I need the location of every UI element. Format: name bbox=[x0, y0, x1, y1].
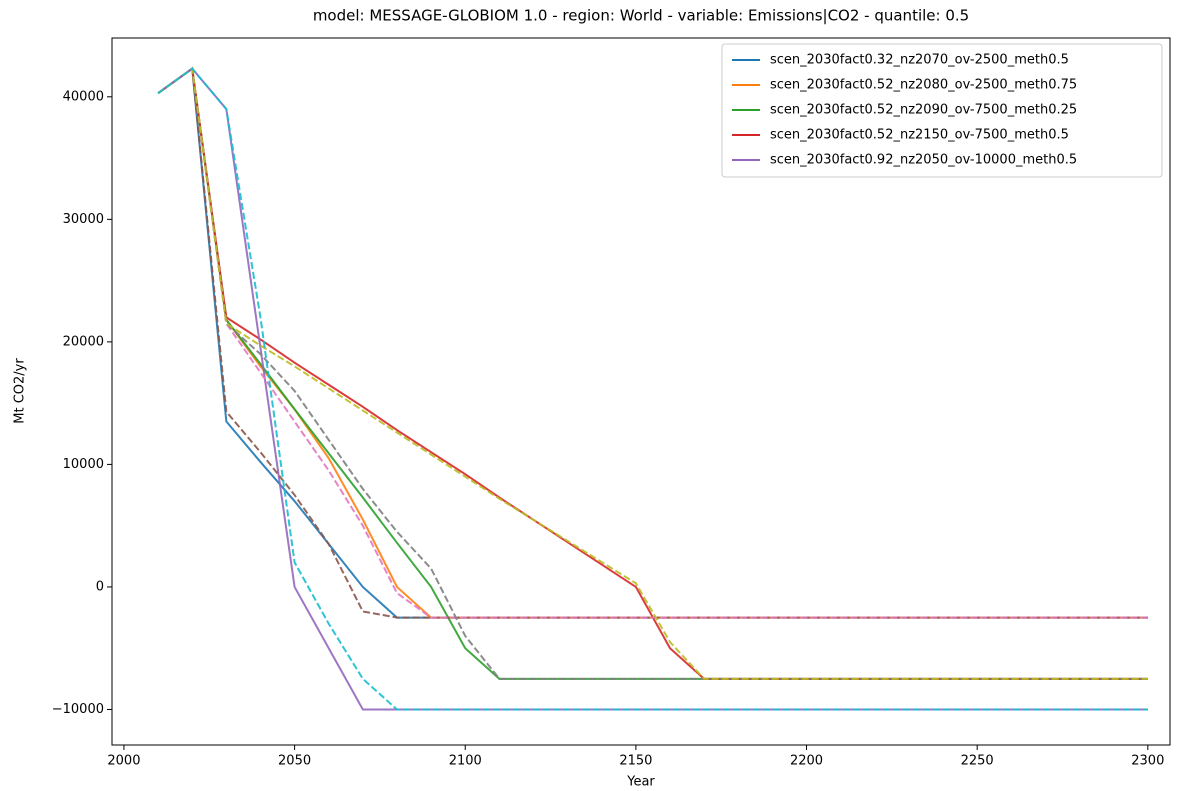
x-tick-label: 2100 bbox=[449, 754, 482, 769]
chart-title: model: MESSAGE-GLOBIOM 1.0 - region: Wor… bbox=[313, 7, 969, 25]
y-tick-label: 10000 bbox=[63, 457, 104, 472]
plot-frame bbox=[111, 37, 1171, 746]
x-tick-label: 2300 bbox=[1131, 754, 1164, 769]
legend-box bbox=[721, 43, 1163, 178]
x-tick-label: 2150 bbox=[619, 754, 652, 769]
legend-label: scen_2030fact0.52_nz2080_ov-2500_meth0.7… bbox=[770, 78, 1077, 93]
legend-label: scen_2030fact0.32_nz2070_ov-2500_meth0.5 bbox=[770, 53, 1069, 68]
line bbox=[157, 66, 1148, 619]
y-tick-label: 30000 bbox=[63, 212, 104, 227]
legend-label: scen_2030fact0.92_nz2050_ov-10000_meth0.… bbox=[770, 153, 1077, 168]
y-tick-label: −10000 bbox=[52, 702, 104, 717]
legend: scen_2030fact0.32_nz2070_ov-2500_meth0.5… bbox=[721, 43, 1163, 178]
line bbox=[157, 66, 1148, 680]
y-tick-label: 40000 bbox=[63, 89, 104, 104]
legend-label: scen_2030fact0.52_nz2150_ov-7500_meth0.5 bbox=[770, 128, 1069, 143]
x-tick-label: 2050 bbox=[278, 754, 311, 769]
x-tick-label: 2250 bbox=[961, 754, 994, 769]
y-tick-label: 0 bbox=[96, 579, 104, 594]
line bbox=[157, 67, 1148, 711]
x-tick-label: 2000 bbox=[107, 754, 140, 769]
y-tick-label: 20000 bbox=[63, 334, 104, 349]
line bbox=[157, 66, 1148, 680]
legend-label: scen_2030fact0.52_nz2090_ov-7500_meth0.2… bbox=[770, 103, 1077, 118]
x-axis-label: Year bbox=[626, 775, 655, 790]
line bbox=[157, 66, 1148, 680]
y-axis-label: Mt CO2/yr bbox=[13, 358, 28, 424]
x-tick-label: 2200 bbox=[790, 754, 823, 769]
